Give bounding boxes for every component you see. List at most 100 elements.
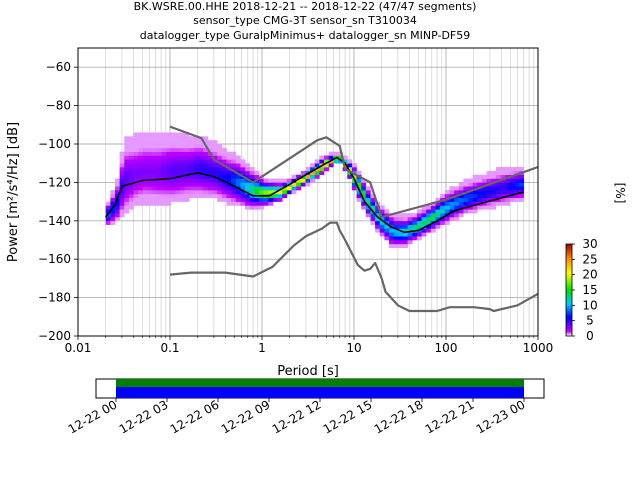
density-cell xyxy=(254,201,260,206)
density-cell xyxy=(156,170,162,176)
density-cell xyxy=(184,132,190,137)
density-cell xyxy=(286,190,292,195)
density-cell xyxy=(142,190,148,195)
density-cell xyxy=(407,220,413,225)
density-cell xyxy=(119,151,125,156)
density-cell xyxy=(245,163,250,168)
density-cell xyxy=(105,220,111,225)
density-cell xyxy=(166,178,172,183)
density-cell xyxy=(468,178,473,183)
density-cell xyxy=(166,140,172,145)
density-cell xyxy=(263,178,269,183)
density-cell xyxy=(263,190,269,195)
density-cell xyxy=(449,201,455,206)
density-cell xyxy=(184,147,190,152)
density-cell xyxy=(105,213,111,218)
density-cell xyxy=(347,163,353,168)
density-cell xyxy=(138,167,144,172)
density-cell xyxy=(245,167,250,172)
density-cell xyxy=(500,167,506,172)
density-cell xyxy=(296,174,302,179)
coverage-band-blue xyxy=(116,387,524,398)
density-cell xyxy=(500,182,506,187)
density-cell xyxy=(207,190,213,195)
density-cell xyxy=(240,167,246,172)
density-cell xyxy=(180,197,185,202)
density-cell xyxy=(426,228,432,233)
density-cell xyxy=(291,186,297,191)
density-cell xyxy=(193,167,199,172)
density-cell xyxy=(314,170,320,176)
density-cell xyxy=(198,182,204,187)
density-cell xyxy=(221,174,227,179)
density-cell xyxy=(421,228,427,233)
density-cell xyxy=(402,213,408,218)
y-tick-label: −80 xyxy=(46,99,71,113)
density-cell xyxy=(444,209,450,214)
density-cell xyxy=(184,170,190,176)
density-cell xyxy=(235,163,241,168)
density-cell xyxy=(258,186,264,191)
density-cell xyxy=(430,216,436,222)
density-cell xyxy=(193,182,199,187)
density-cell xyxy=(477,190,483,195)
density-cell xyxy=(207,178,213,183)
x-tick-label: 1 xyxy=(258,341,266,355)
density-cell xyxy=(193,140,199,145)
density-cell xyxy=(231,163,237,168)
density-cell xyxy=(133,155,139,160)
density-cell xyxy=(114,178,120,183)
density-cell xyxy=(198,167,204,172)
density-cell xyxy=(347,174,353,179)
density-cell xyxy=(226,174,232,179)
density-cell xyxy=(472,174,478,179)
density-cell xyxy=(240,178,246,183)
density-cell xyxy=(203,163,209,168)
density-cell xyxy=(119,182,125,187)
density-cell xyxy=(142,201,148,206)
density-cell xyxy=(170,144,176,149)
density-cell xyxy=(128,170,134,176)
density-cell xyxy=(152,174,158,179)
density-cell xyxy=(152,144,158,149)
density-cell xyxy=(495,186,501,191)
density-cell xyxy=(180,167,185,172)
density-cell xyxy=(449,190,455,195)
density-cell xyxy=(361,205,367,210)
density-cell xyxy=(156,197,162,202)
density-cell xyxy=(203,136,209,141)
density-cell xyxy=(170,174,176,179)
density-cell xyxy=(226,151,232,156)
density-cell xyxy=(249,205,255,210)
density-cell xyxy=(156,182,162,187)
density-cell xyxy=(416,220,422,225)
density-cell xyxy=(114,209,120,214)
density-cell xyxy=(124,155,130,160)
density-cell xyxy=(472,178,478,183)
density-cell xyxy=(170,182,176,187)
density-cell xyxy=(407,240,413,245)
density-cell xyxy=(152,197,158,202)
density-cell xyxy=(198,144,204,149)
density-cell xyxy=(198,155,204,160)
density-cell xyxy=(398,232,404,237)
density-cell xyxy=(444,190,450,195)
time-tick-label: 12-22 18 xyxy=(372,397,426,436)
density-cell xyxy=(435,224,441,229)
density-cell xyxy=(324,163,329,168)
density-cell xyxy=(119,205,125,210)
density-cell xyxy=(189,167,195,172)
density-cell xyxy=(184,197,190,202)
density-cell xyxy=(161,178,167,183)
density-cell xyxy=(161,174,167,179)
density-cell xyxy=(500,193,506,199)
density-cell xyxy=(416,236,422,241)
density-cell xyxy=(463,209,469,214)
density-cell xyxy=(402,232,408,237)
density-cell xyxy=(407,224,413,229)
density-cell xyxy=(444,201,450,206)
mode-line xyxy=(105,156,524,234)
density-cell xyxy=(402,228,408,233)
y-tick-label: −140 xyxy=(38,214,71,228)
density-cell xyxy=(481,197,487,202)
